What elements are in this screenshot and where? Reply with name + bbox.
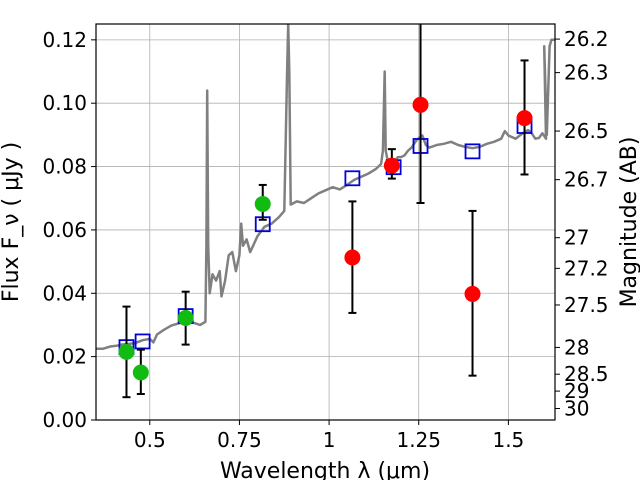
- data-point: [464, 209, 481, 377]
- photometry-circle-marker: [132, 364, 149, 381]
- y-tick-label: 0.04: [42, 281, 87, 305]
- y-tick-label: 0.02: [42, 345, 87, 369]
- photometry-circle-marker: [383, 157, 400, 174]
- y-tick-label: 0.10: [42, 91, 87, 115]
- right-tick-label: 26.7: [564, 168, 609, 192]
- right-tick-label: 26.3: [564, 61, 609, 85]
- spectrum-line: [96, 24, 555, 350]
- grid: [96, 24, 555, 421]
- model-square-marker: [464, 143, 481, 160]
- data-point: [344, 200, 361, 314]
- y-axis-ticks: 0.00 0.02 0.04 0.06 0.08 0.10 0.12: [42, 28, 96, 432]
- x-tick-label: 0.75: [217, 428, 262, 452]
- photometry-circle-marker: [254, 195, 271, 212]
- data-point: [516, 59, 533, 176]
- photometry-circle-marker: [344, 249, 361, 266]
- data-point: [132, 348, 149, 396]
- y-tick-label: 0.12: [42, 28, 87, 52]
- photometry-circle-marker: [516, 110, 533, 127]
- right-tick-label: 29: [564, 379, 589, 403]
- plot-area: [96, 24, 555, 399]
- y-tick-label: 0.08: [42, 155, 87, 179]
- x-tick-label: 1: [323, 428, 336, 452]
- x-tick-label: 0.5: [134, 428, 166, 452]
- data-point: [254, 183, 271, 221]
- data-point: [118, 305, 135, 399]
- y-axis-label: Flux F_ν ( μJy ): [0, 142, 24, 302]
- data-point: [412, 24, 429, 204]
- right-tick-label: 30: [564, 396, 589, 420]
- data-point: [383, 148, 400, 180]
- right-tick-label: 27.2: [564, 256, 609, 280]
- model-square-marker: [134, 333, 151, 350]
- model-square-marker: [344, 170, 361, 187]
- right-tick-label: 26.5: [564, 119, 609, 143]
- photometry-circle-marker: [412, 96, 429, 113]
- right-tick-label: 28: [564, 335, 589, 359]
- x-axis-label: Wavelength λ (μm): [220, 459, 430, 480]
- right-tick-label: 26.2: [564, 27, 609, 51]
- right-tick-label: 27: [564, 226, 589, 250]
- photometry-circle-marker: [177, 309, 194, 326]
- y-tick-label: 0.06: [42, 218, 87, 242]
- photometry-circle-marker: [464, 285, 481, 302]
- x-tick-label: 1.5: [492, 428, 524, 452]
- right-tick-label: 28.5: [564, 362, 609, 386]
- y-tick-label: 0.00: [42, 408, 87, 432]
- right-tick-label: 27.5: [564, 293, 609, 317]
- photometry-circle-marker: [118, 343, 135, 360]
- x-tick-label: 1.25: [396, 428, 441, 452]
- right-axis-label: Magnitude (AB): [617, 137, 640, 308]
- plot-frame: [95, 23, 556, 421]
- data-point: [177, 290, 194, 346]
- x-axis-ticks: 0.5 0.75 1 1.25 1.5: [134, 420, 524, 452]
